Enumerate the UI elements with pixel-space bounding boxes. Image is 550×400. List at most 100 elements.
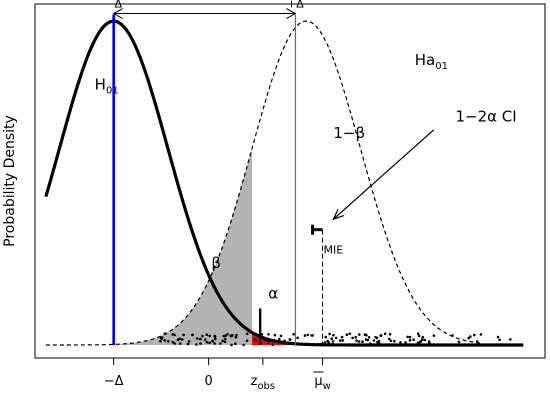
density-curves bbox=[44, 19, 524, 347]
scatter-point bbox=[348, 332, 352, 336]
scatter-point bbox=[311, 334, 314, 337]
scatter-point bbox=[389, 339, 393, 343]
scatter-point bbox=[473, 333, 476, 337]
scatter-point bbox=[358, 333, 361, 336]
scatter-point bbox=[208, 341, 211, 345]
delta-span-arrow-right bbox=[286, 8, 297, 19]
scatter-point bbox=[421, 335, 425, 339]
scatter-point bbox=[479, 333, 483, 336]
annotation-ha-label: Ha01 bbox=[415, 51, 448, 72]
scatter-point bbox=[326, 339, 329, 343]
scatter-point bbox=[408, 335, 412, 339]
scatter-point bbox=[230, 343, 233, 347]
scatter-point bbox=[341, 339, 345, 342]
scatter-point bbox=[417, 334, 421, 338]
scatter-point bbox=[367, 336, 371, 339]
scatter-point bbox=[388, 332, 392, 336]
scatter-point bbox=[180, 338, 184, 341]
scatter-point bbox=[278, 337, 281, 341]
scatter-point bbox=[223, 340, 227, 344]
scatter-point bbox=[377, 341, 381, 345]
scatter-point bbox=[457, 340, 461, 344]
scatter-point bbox=[201, 334, 204, 338]
scatter-point bbox=[245, 332, 249, 336]
x-tick-label: −Δ bbox=[104, 374, 124, 389]
scatter-point bbox=[173, 333, 176, 337]
region-alpha bbox=[252, 332, 328, 345]
scatter-point bbox=[383, 332, 387, 336]
scatter-point bbox=[205, 340, 209, 344]
scatter-point bbox=[224, 334, 227, 338]
scatter-point bbox=[203, 338, 207, 341]
scatter-point bbox=[254, 339, 258, 342]
scatter-point bbox=[416, 332, 420, 336]
scatter-point bbox=[166, 340, 170, 343]
scatter-point bbox=[234, 342, 237, 346]
scatter-point bbox=[306, 333, 310, 337]
scatter-point bbox=[351, 336, 354, 340]
scatter-point bbox=[372, 339, 376, 342]
scatter-point bbox=[338, 339, 342, 342]
delta-span: −Δ +Δ bbox=[105, 0, 304, 19]
scatter-point bbox=[191, 333, 194, 337]
scatter-point bbox=[171, 340, 175, 344]
scatter-point bbox=[432, 334, 436, 337]
delta-span-label-left: −Δ bbox=[105, 0, 122, 11]
scatter-point bbox=[214, 337, 217, 341]
scatter-point bbox=[331, 340, 335, 343]
x-tick-label: 0 bbox=[204, 374, 212, 389]
scatter-point bbox=[230, 334, 233, 338]
scatter-point bbox=[288, 338, 292, 341]
scatter-point bbox=[355, 339, 358, 342]
scatter-point bbox=[393, 339, 396, 343]
annotations: H01 Ha01 1−β β α 1−2α CI bbox=[95, 51, 517, 303]
scatter-point bbox=[498, 338, 501, 342]
scatter-point bbox=[354, 335, 358, 339]
scatter-point bbox=[496, 335, 500, 339]
annotation-beta-label: β bbox=[211, 254, 221, 272]
scatter-point bbox=[242, 343, 245, 347]
scatter-point bbox=[195, 343, 198, 346]
scatter-point bbox=[406, 335, 409, 339]
scatter-point bbox=[330, 337, 334, 341]
scatter-point bbox=[399, 341, 402, 344]
scatter-point bbox=[271, 343, 275, 347]
annotation-alpha-label: α bbox=[268, 285, 278, 303]
scatter-point bbox=[224, 337, 227, 341]
scatter-point bbox=[334, 336, 338, 340]
scatter-point bbox=[332, 333, 335, 337]
scatter-point bbox=[196, 337, 199, 340]
ci-arrow-line bbox=[333, 129, 435, 220]
scatter-point bbox=[279, 334, 283, 338]
scatter-point bbox=[213, 342, 216, 345]
curve-ha bbox=[45, 20, 480, 346]
curve-h0 bbox=[44, 19, 524, 347]
scatter-point bbox=[273, 333, 277, 337]
scatter-point bbox=[418, 340, 422, 344]
annotation-one-minus-beta: 1−β bbox=[333, 124, 365, 142]
scatter-point bbox=[160, 336, 164, 339]
x-axis-ticks: −Δ 0 zobs μw bbox=[104, 358, 331, 392]
scatter-point bbox=[199, 342, 202, 345]
mie-interval: MIE bbox=[311, 224, 343, 345]
scatter-point bbox=[303, 334, 307, 337]
scatter-points bbox=[159, 332, 512, 347]
scatter-point bbox=[267, 333, 270, 336]
scatter-point bbox=[420, 338, 424, 341]
scatter-point bbox=[328, 332, 331, 336]
scatter-point bbox=[412, 338, 415, 342]
scatter-point bbox=[235, 333, 238, 337]
annotation-ci-label: 1−2α CI bbox=[455, 108, 516, 126]
scatter-point bbox=[205, 333, 208, 337]
plot-frame bbox=[34, 3, 546, 359]
scatter-point bbox=[408, 338, 412, 342]
scatter-point bbox=[211, 339, 214, 343]
scatter-point bbox=[179, 342, 182, 345]
scatter-point bbox=[221, 339, 225, 343]
scatter-point bbox=[366, 338, 370, 342]
x-tick-label: zobs bbox=[251, 374, 276, 392]
y-axis-label: Probability Density bbox=[2, 115, 18, 247]
scatter-point bbox=[324, 335, 328, 339]
scatter-point bbox=[345, 333, 349, 337]
